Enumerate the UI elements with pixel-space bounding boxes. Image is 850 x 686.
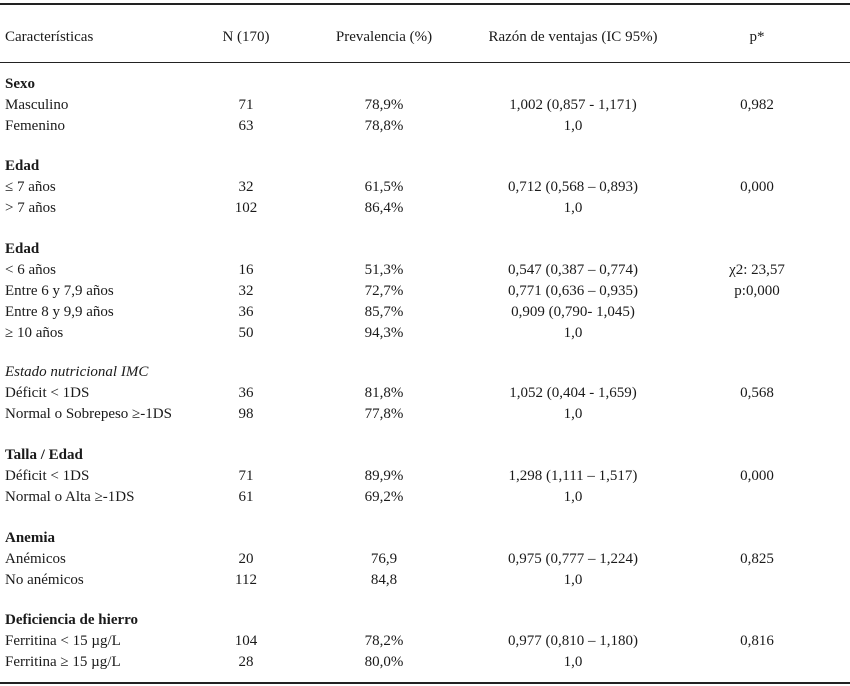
cell-n: 61 [238, 489, 254, 505]
cell-n: 102 [234, 200, 258, 216]
cell-razon-ventajas: 0,975 (0,777 – 1,224) [508, 551, 638, 567]
cell-prevalencia: 78,9% [364, 97, 404, 113]
table-header-rule [0, 62, 850, 63]
row-label: Masculino [5, 97, 69, 113]
cell-prevalencia: 61,5% [364, 179, 404, 195]
header-caracteristicas: Características [5, 29, 94, 45]
header-razon-ventajas: Razón de ventajas (IC 95%) [488, 29, 658, 45]
cell-prevalencia: 89,9% [364, 468, 404, 484]
cell-prevalencia: 69,2% [364, 489, 404, 505]
cell-p: 0,982 [740, 97, 774, 113]
group-title: Anemia [5, 530, 55, 546]
row-label: Normal o Sobrepeso ≥-1DS [5, 406, 172, 422]
cell-razon-ventajas: 1,0 [563, 572, 583, 588]
row-label: Entre 6 y 7,9 años [5, 283, 114, 299]
header-prevalencia: Prevalencia (%) [335, 29, 433, 45]
cell-p: 0,568 [740, 385, 774, 401]
cell-razon-ventajas: 1,0 [563, 118, 583, 134]
cell-razon-ventajas: 1,002 (0,857 - 1,171) [509, 97, 637, 113]
cell-prevalencia: 81,8% [364, 385, 404, 401]
cell-n: 36 [238, 385, 254, 401]
cell-n: 112 [235, 572, 257, 588]
table-top-rule [0, 3, 850, 5]
cell-prevalencia: 72,7% [364, 283, 404, 299]
cell-n: 28 [238, 654, 254, 670]
cell-prevalencia: 85,7% [364, 304, 404, 320]
cell-prevalencia: 78,2% [364, 633, 404, 649]
group-title: Estado nutricional IMC [5, 364, 149, 380]
cell-n: 32 [238, 283, 254, 299]
cell-n: 16 [238, 262, 254, 278]
cell-razon-ventajas: 0,909 (0,790- 1,045) [511, 304, 635, 320]
cell-razon-ventajas: 0,771 (0,636 – 0,935) [508, 283, 638, 299]
row-label: ≤ 7 años [5, 179, 56, 195]
cell-n: 50 [238, 325, 254, 341]
group-title: Edad [5, 158, 40, 174]
row-label: < 6 años [5, 262, 56, 278]
cell-p: 0,825 [740, 551, 774, 567]
cell-prevalencia: 76,9 [370, 551, 398, 567]
table-bottom-rule [0, 682, 850, 684]
cell-razon-ventajas: 1,0 [563, 406, 583, 422]
cell-prevalencia: 84,8 [370, 572, 398, 588]
cell-razon-ventajas: 1,0 [563, 654, 583, 670]
cell-p: 0,000 [740, 179, 774, 195]
cell-p: 0,816 [740, 633, 774, 649]
header-p: p* [749, 29, 765, 45]
row-label: Déficit < 1DS [5, 385, 90, 401]
row-label: Déficit < 1DS [5, 468, 90, 484]
cell-n: 32 [238, 179, 254, 195]
cell-p: p:0,000 [734, 283, 780, 299]
row-label: Anémicos [5, 551, 66, 567]
cell-prevalencia: 77,8% [364, 406, 404, 422]
cell-razon-ventajas: 1,0 [563, 489, 583, 505]
cell-prevalencia: 51,3% [364, 262, 404, 278]
group-title: Edad [5, 241, 40, 257]
row-label: Normal o Alta ≥-1DS [5, 489, 135, 505]
group-title: Deficiencia de hierro [5, 612, 139, 628]
cell-n: 98 [238, 406, 254, 422]
cell-prevalencia: 78,8% [364, 118, 404, 134]
cell-n: 36 [238, 304, 254, 320]
row-label: Entre 8 y 9,9 años [5, 304, 114, 320]
cell-n: 20 [238, 551, 254, 567]
row-label: Ferritina < 15 µg/L [5, 633, 121, 649]
cell-prevalencia: 94,3% [364, 325, 404, 341]
cell-razon-ventajas: 0,977 (0,810 – 1,180) [508, 633, 638, 649]
row-label: Femenino [5, 118, 65, 134]
row-label: ≥ 10 años [5, 325, 64, 341]
cell-n: 104 [234, 633, 258, 649]
cell-razon-ventajas: 1,0 [563, 200, 583, 216]
cell-prevalencia: 80,0% [364, 654, 404, 670]
row-label: > 7 años [5, 200, 56, 216]
group-title: Talla / Edad [5, 447, 83, 463]
header-n: N (170) [222, 29, 270, 45]
cell-n: 71 [238, 468, 254, 484]
cell-n: 63 [238, 118, 254, 134]
row-label: No anémicos [5, 572, 84, 588]
cell-razon-ventajas: 1,298 (1,111 – 1,517) [508, 468, 638, 484]
cell-razon-ventajas: 1,052 (0,404 - 1,659) [509, 385, 637, 401]
cell-p: 0,000 [740, 468, 774, 484]
row-label: Ferritina ≥ 15 µg/L [5, 654, 121, 670]
cell-razon-ventajas: 0,547 (0,387 – 0,774) [508, 262, 638, 278]
cell-n: 71 [238, 97, 254, 113]
cell-p: χ2: 23,57 [729, 262, 785, 278]
cell-razon-ventajas: 1,0 [563, 325, 583, 341]
cell-razon-ventajas: 0,712 (0,568 – 0,893) [508, 179, 638, 195]
cell-prevalencia: 86,4% [364, 200, 404, 216]
group-title: Sexo [5, 76, 35, 92]
